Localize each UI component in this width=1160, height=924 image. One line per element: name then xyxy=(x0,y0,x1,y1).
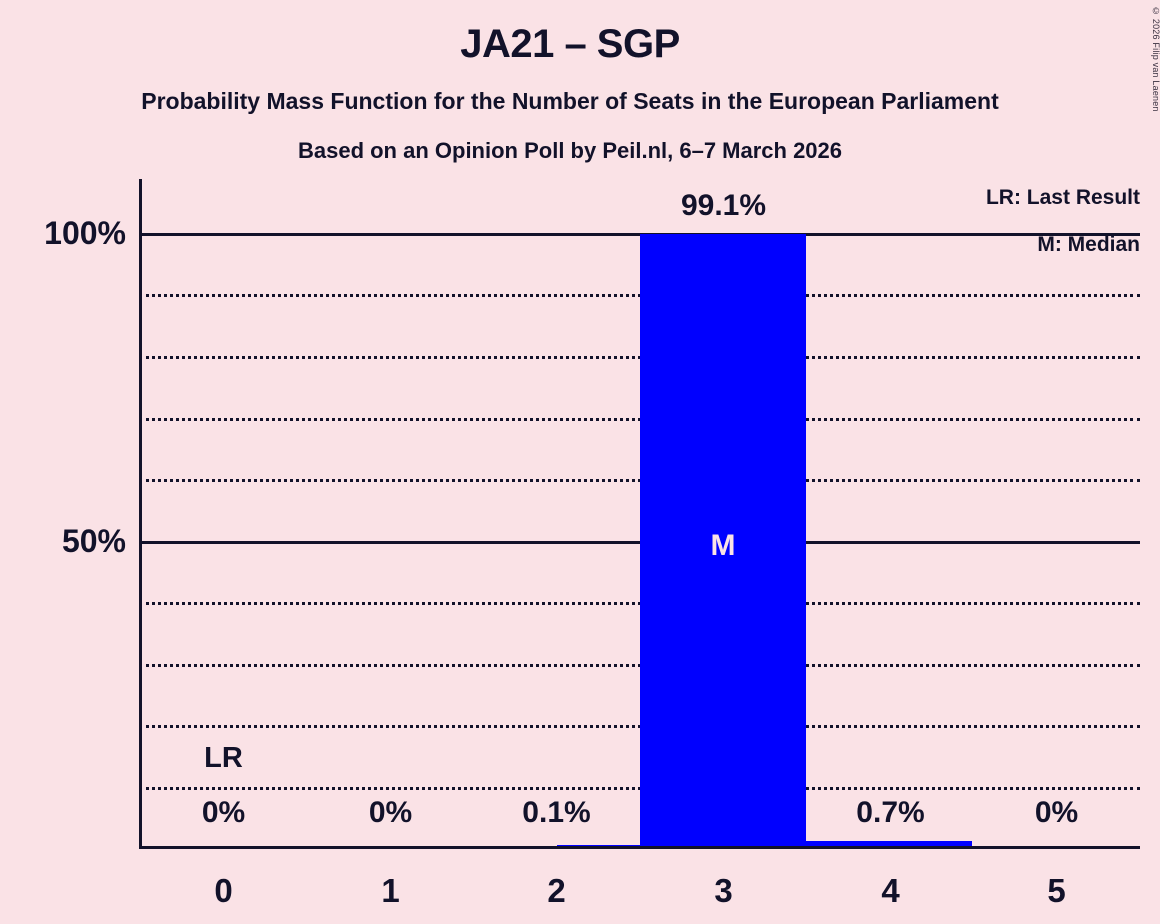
gridline-60 xyxy=(139,479,1140,482)
gridline-10 xyxy=(139,787,1140,790)
gridline-50 xyxy=(139,541,1140,544)
legend-median: M: Median xyxy=(1037,233,1140,256)
x-axis-tick-1: 1 xyxy=(381,872,400,909)
value-label-3: 99.1% xyxy=(680,189,767,222)
value-label-1: 0% xyxy=(368,796,413,829)
value-label-0: 0% xyxy=(201,796,246,829)
gridline-20 xyxy=(139,725,1140,728)
bar-category-3[interactable]: M xyxy=(640,234,806,846)
gridline-90 xyxy=(139,294,1140,297)
gridline-100 xyxy=(139,233,1140,236)
x-axis-tick-4: 4 xyxy=(881,872,900,909)
gridline-70 xyxy=(139,418,1140,421)
gridline-30 xyxy=(139,664,1140,667)
chart-subtitle: Probability Mass Function for the Number… xyxy=(141,88,999,114)
y-axis-tick-50: 50% xyxy=(61,523,126,559)
legend-last-result: LR: Last Result xyxy=(985,186,1140,209)
y-axis-tick-100: 100% xyxy=(44,215,126,251)
y-axis-line xyxy=(139,179,142,849)
chart-title: JA21 – SGP xyxy=(460,22,680,66)
bar-category-4[interactable] xyxy=(806,841,972,846)
value-label-5: 0% xyxy=(1034,796,1079,829)
x-axis-tick-5: 5 xyxy=(1047,872,1066,909)
median-marker: M xyxy=(710,529,736,562)
value-label-2: 0.1% xyxy=(522,796,591,829)
x-axis-line xyxy=(139,846,1140,849)
x-axis-tick-3: 3 xyxy=(714,872,733,909)
value-label-4: 0.7% xyxy=(856,796,925,829)
gridline-40 xyxy=(139,602,1140,605)
last-result-marker: LR xyxy=(204,742,243,774)
plot-area: M xyxy=(139,179,1140,849)
x-axis-tick-2: 2 xyxy=(547,872,566,909)
x-axis-tick-0: 0 xyxy=(214,872,233,909)
gridline-80 xyxy=(139,356,1140,359)
copyright-notice: © 2026 Filip van Laenen xyxy=(1151,6,1160,112)
chart-source-note: Based on an Opinion Poll by Peil.nl, 6–7… xyxy=(297,138,843,163)
